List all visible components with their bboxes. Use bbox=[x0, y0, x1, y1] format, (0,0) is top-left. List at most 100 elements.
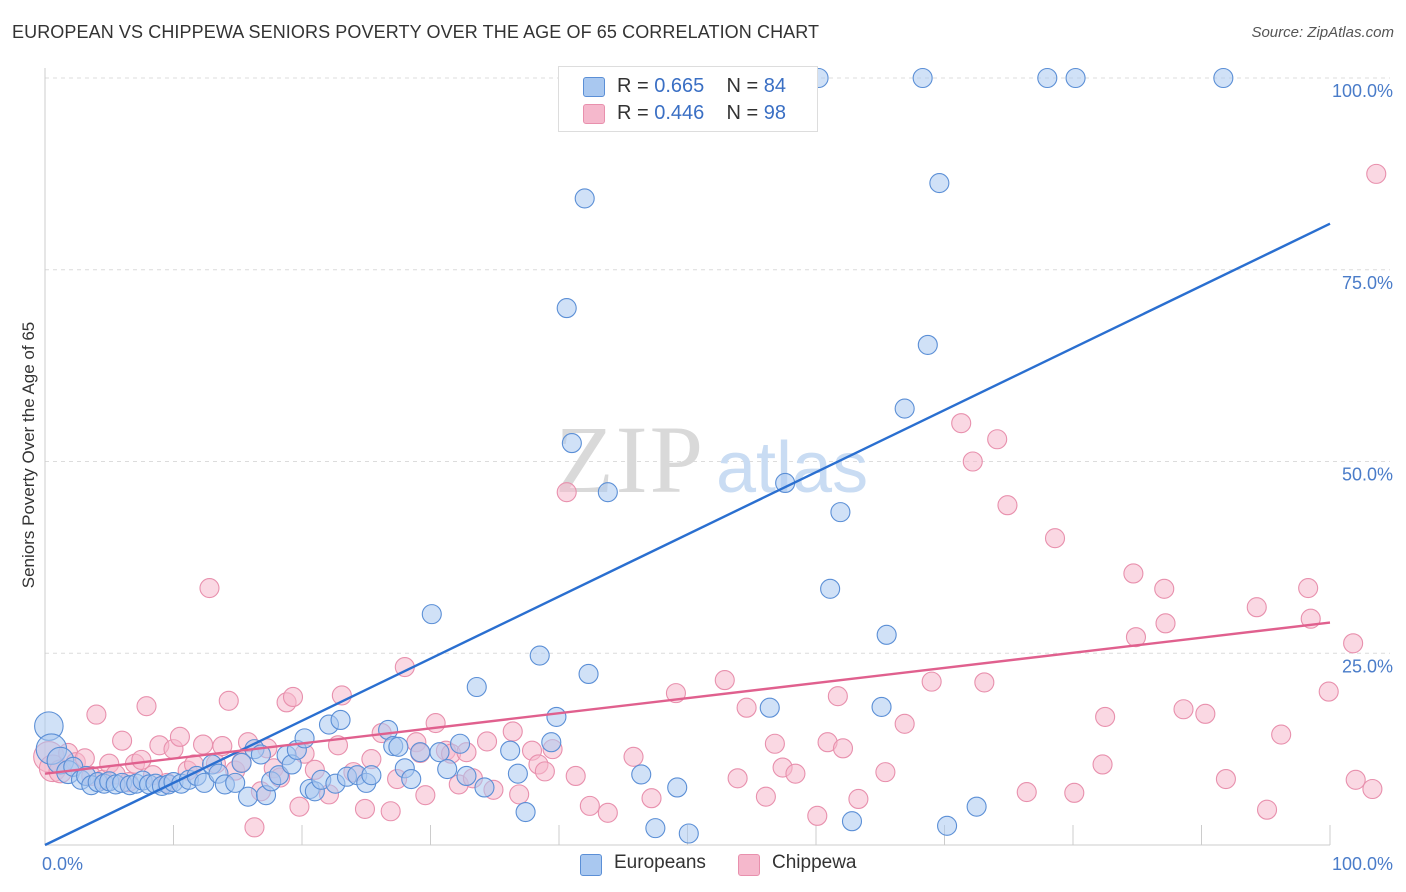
european-point bbox=[871, 696, 892, 717]
european-trend-line bbox=[44, 222, 1331, 847]
european-point bbox=[546, 706, 567, 727]
trend-lines bbox=[44, 222, 1331, 847]
european-point bbox=[917, 334, 938, 355]
european-point bbox=[966, 796, 987, 817]
chippewa-point bbox=[534, 761, 555, 782]
chippewa-point bbox=[1173, 699, 1194, 720]
chippewa-n-label: N = bbox=[726, 102, 759, 124]
chippewa-swatch bbox=[583, 104, 605, 124]
european-point bbox=[1037, 67, 1058, 89]
y-tick-label: 100.0% bbox=[1332, 81, 1393, 101]
european-point bbox=[410, 742, 431, 763]
chippewa-point bbox=[921, 671, 942, 692]
chippewa-point bbox=[641, 788, 662, 809]
x-tick-label-max: 100.0% bbox=[1332, 854, 1393, 874]
european-r-value: 0.665 bbox=[654, 75, 705, 97]
european-point bbox=[231, 752, 252, 773]
european-point bbox=[894, 398, 915, 419]
european-points bbox=[34, 67, 1234, 844]
chippewa-point bbox=[1123, 563, 1144, 584]
european-point bbox=[759, 697, 780, 718]
chippewa-point bbox=[1298, 578, 1319, 599]
chippewa-point bbox=[807, 805, 828, 826]
chippewa-point bbox=[1125, 627, 1147, 648]
chippewa-point bbox=[289, 796, 310, 817]
chippewa-point bbox=[764, 733, 785, 754]
chippewa-point bbox=[727, 768, 748, 789]
europeans-label: Europeans bbox=[614, 852, 706, 873]
x-tick-label-min: 0.0% bbox=[42, 854, 83, 874]
european-point bbox=[268, 765, 289, 786]
chippewa-point bbox=[1318, 681, 1339, 702]
european-swatch bbox=[583, 77, 605, 97]
chippewa-point bbox=[476, 731, 498, 752]
european-point bbox=[507, 763, 528, 784]
chippewa-point bbox=[1215, 768, 1236, 790]
chippewa-point bbox=[714, 670, 735, 691]
european-point bbox=[631, 764, 652, 785]
european-point bbox=[388, 736, 409, 757]
european-point bbox=[912, 67, 933, 89]
chippewa-point bbox=[556, 482, 577, 503]
european-point bbox=[597, 482, 618, 503]
chippewa-point bbox=[875, 762, 896, 783]
chart-source: Source: ZipAtlas.com bbox=[1251, 24, 1394, 41]
european-point bbox=[421, 604, 442, 625]
chippewa-point bbox=[112, 730, 133, 751]
chart-title: EUROPEAN VS CHIPPEWA SENIORS POVERTY OVE… bbox=[12, 22, 820, 42]
chippewa-point bbox=[131, 749, 152, 770]
european-point bbox=[830, 502, 851, 523]
chippewa-point bbox=[1246, 597, 1267, 618]
chippewa-point bbox=[997, 495, 1018, 516]
chippewa-point bbox=[848, 788, 869, 810]
chippewa-point bbox=[1092, 754, 1113, 775]
european-r-label: R = bbox=[617, 75, 649, 97]
chippewa-point bbox=[380, 801, 401, 822]
european-point bbox=[515, 801, 536, 823]
chippewa-point bbox=[736, 697, 757, 718]
chippewa-point bbox=[1095, 706, 1116, 727]
european-point bbox=[929, 173, 950, 194]
chippewa-point bbox=[502, 721, 523, 742]
chippewa-point bbox=[169, 726, 190, 747]
european-point bbox=[429, 742, 450, 763]
chippewa-point bbox=[1366, 163, 1387, 184]
chippewa-point bbox=[509, 784, 530, 805]
chippewa-point bbox=[1064, 782, 1085, 803]
european-point bbox=[194, 772, 215, 793]
chippewa-r-value: 0.446 bbox=[654, 102, 705, 124]
chippewa-point bbox=[785, 763, 806, 784]
european-point bbox=[456, 765, 477, 787]
y-tick-label: 25.0% bbox=[1342, 656, 1393, 676]
european-point bbox=[541, 732, 562, 753]
chippewa-point bbox=[415, 785, 436, 806]
chippewa-point bbox=[1016, 782, 1037, 803]
chippewa-point bbox=[1345, 769, 1366, 790]
european-point bbox=[876, 624, 897, 645]
chippewa-point bbox=[1044, 528, 1066, 549]
chippewa-point bbox=[1362, 778, 1383, 800]
europeans-swatch bbox=[580, 854, 602, 876]
watermark-atlas: atlas bbox=[716, 428, 868, 508]
chippewa-point bbox=[1256, 799, 1278, 820]
chippewa-point bbox=[193, 734, 214, 755]
european-point bbox=[841, 811, 863, 832]
european-point bbox=[1213, 67, 1234, 89]
y-axis-label: Seniors Poverty Over the Age of 65 bbox=[19, 322, 38, 588]
chippewa-point bbox=[579, 795, 600, 816]
european-n-value: 84 bbox=[763, 75, 787, 97]
chippewa-point bbox=[1154, 578, 1175, 599]
european-point bbox=[474, 777, 495, 798]
chippewa-point bbox=[565, 765, 586, 787]
y-tick-label: 75.0% bbox=[1342, 273, 1393, 293]
chippewa-point bbox=[832, 738, 854, 759]
chippewa-point bbox=[1343, 633, 1364, 654]
european-point bbox=[450, 733, 471, 754]
chippewa-point bbox=[894, 713, 915, 734]
european-point bbox=[574, 188, 595, 209]
european-point bbox=[578, 663, 599, 685]
european-point bbox=[937, 815, 958, 836]
chippewa-point bbox=[755, 786, 776, 807]
chippewa-point bbox=[962, 451, 983, 472]
